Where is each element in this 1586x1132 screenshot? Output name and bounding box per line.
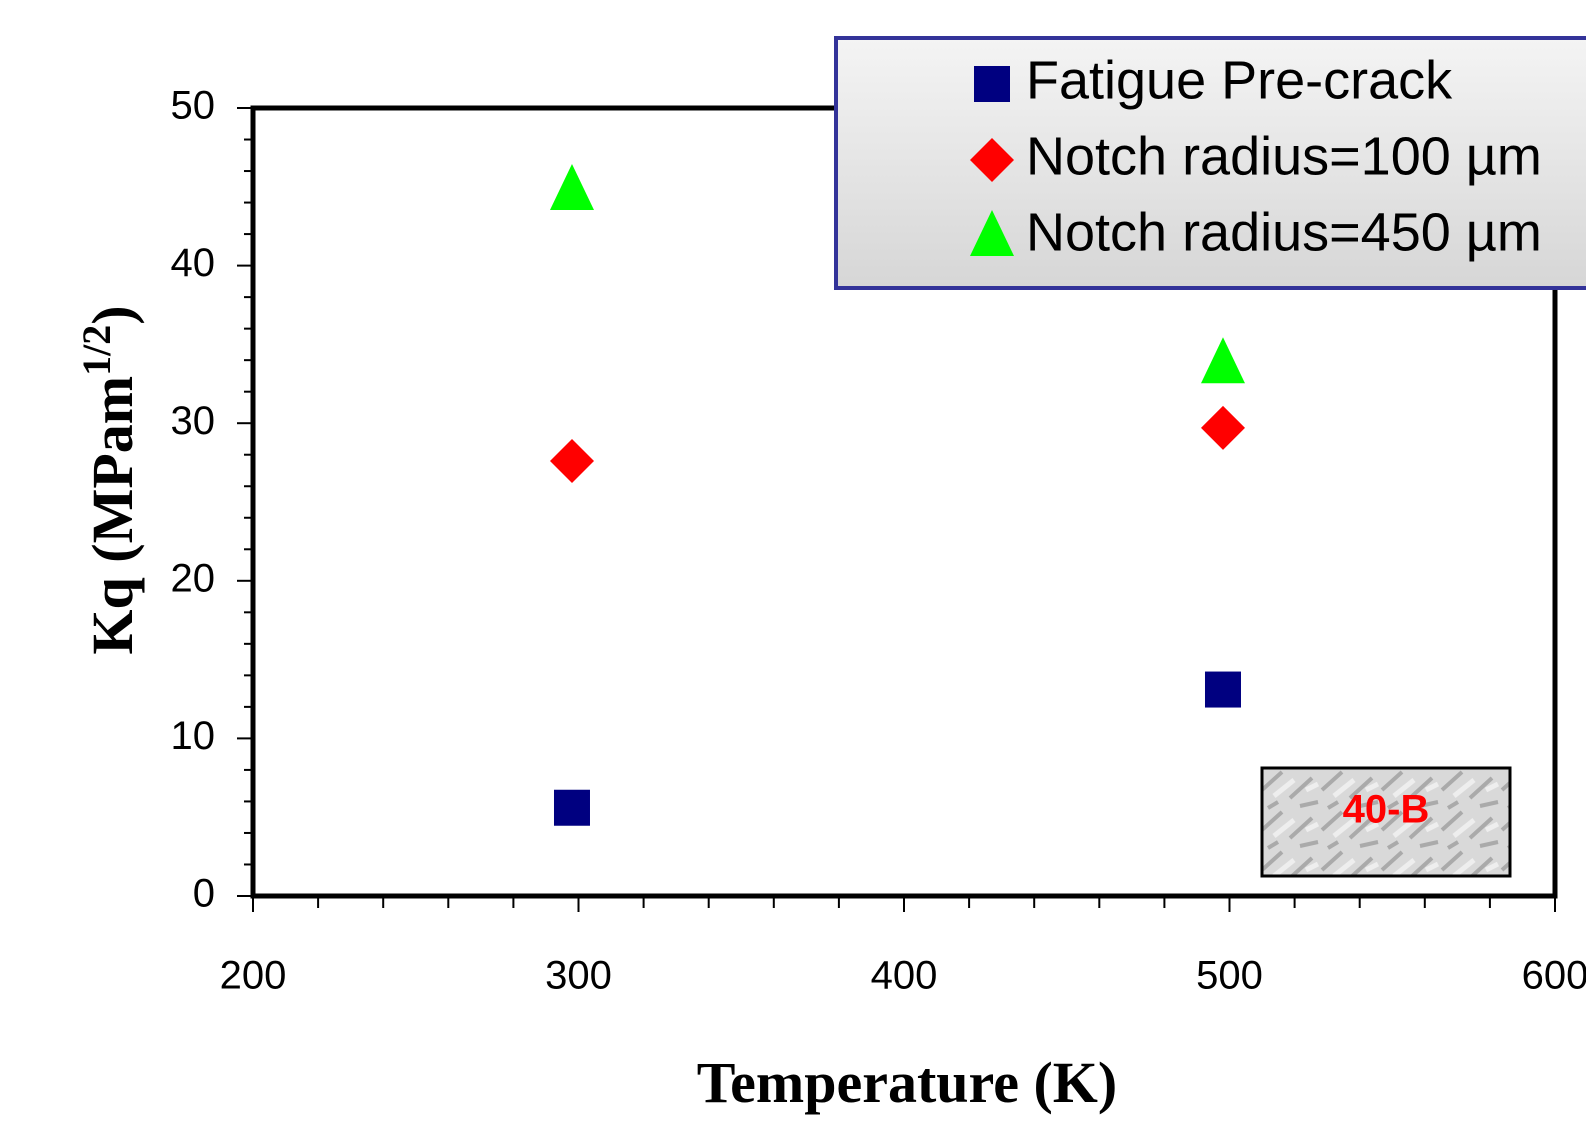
x-tick-label: 500 [1196,954,1263,998]
y-axis-title-part: 1/2 [74,325,119,376]
point [1200,337,1245,384]
legend-box [834,36,1586,290]
x-axis-title: Temperature (K) [697,1050,1117,1115]
annotation-box [1260,766,1512,878]
legend-label: Notch radius=450 µm [1026,202,1542,262]
x-tick-label: 200 [220,954,287,998]
y-tick-label: 40 [171,241,216,285]
x-tick-label: 300 [545,954,612,998]
y-axis-title-part: Kq (MPam [80,376,145,655]
y-tick-label: 20 [171,556,216,600]
y-axis-title: Kq (MPam1/2) [74,305,146,654]
point [553,789,590,826]
y-tick-label: 10 [171,714,216,758]
y-tick-label: 30 [171,399,216,443]
x-tick-label: 600 [1522,954,1586,998]
legend-marker [970,138,1014,182]
point [1200,405,1245,450]
x-tick-label: 400 [871,954,938,998]
point [549,439,594,484]
y-tick-label: 0 [193,872,215,916]
y-tick-label: 50 [171,84,216,128]
legend-label: Notch radius=100 µm [1026,126,1542,186]
point [549,163,594,210]
point [1204,671,1241,708]
annotation: 40-B [1343,788,1430,832]
y-axis-title-part: ) [80,305,145,324]
legend-marker [974,66,1010,102]
legend-marker [970,210,1014,256]
legend-label: Fatigue Pre-crack [1026,50,1453,110]
